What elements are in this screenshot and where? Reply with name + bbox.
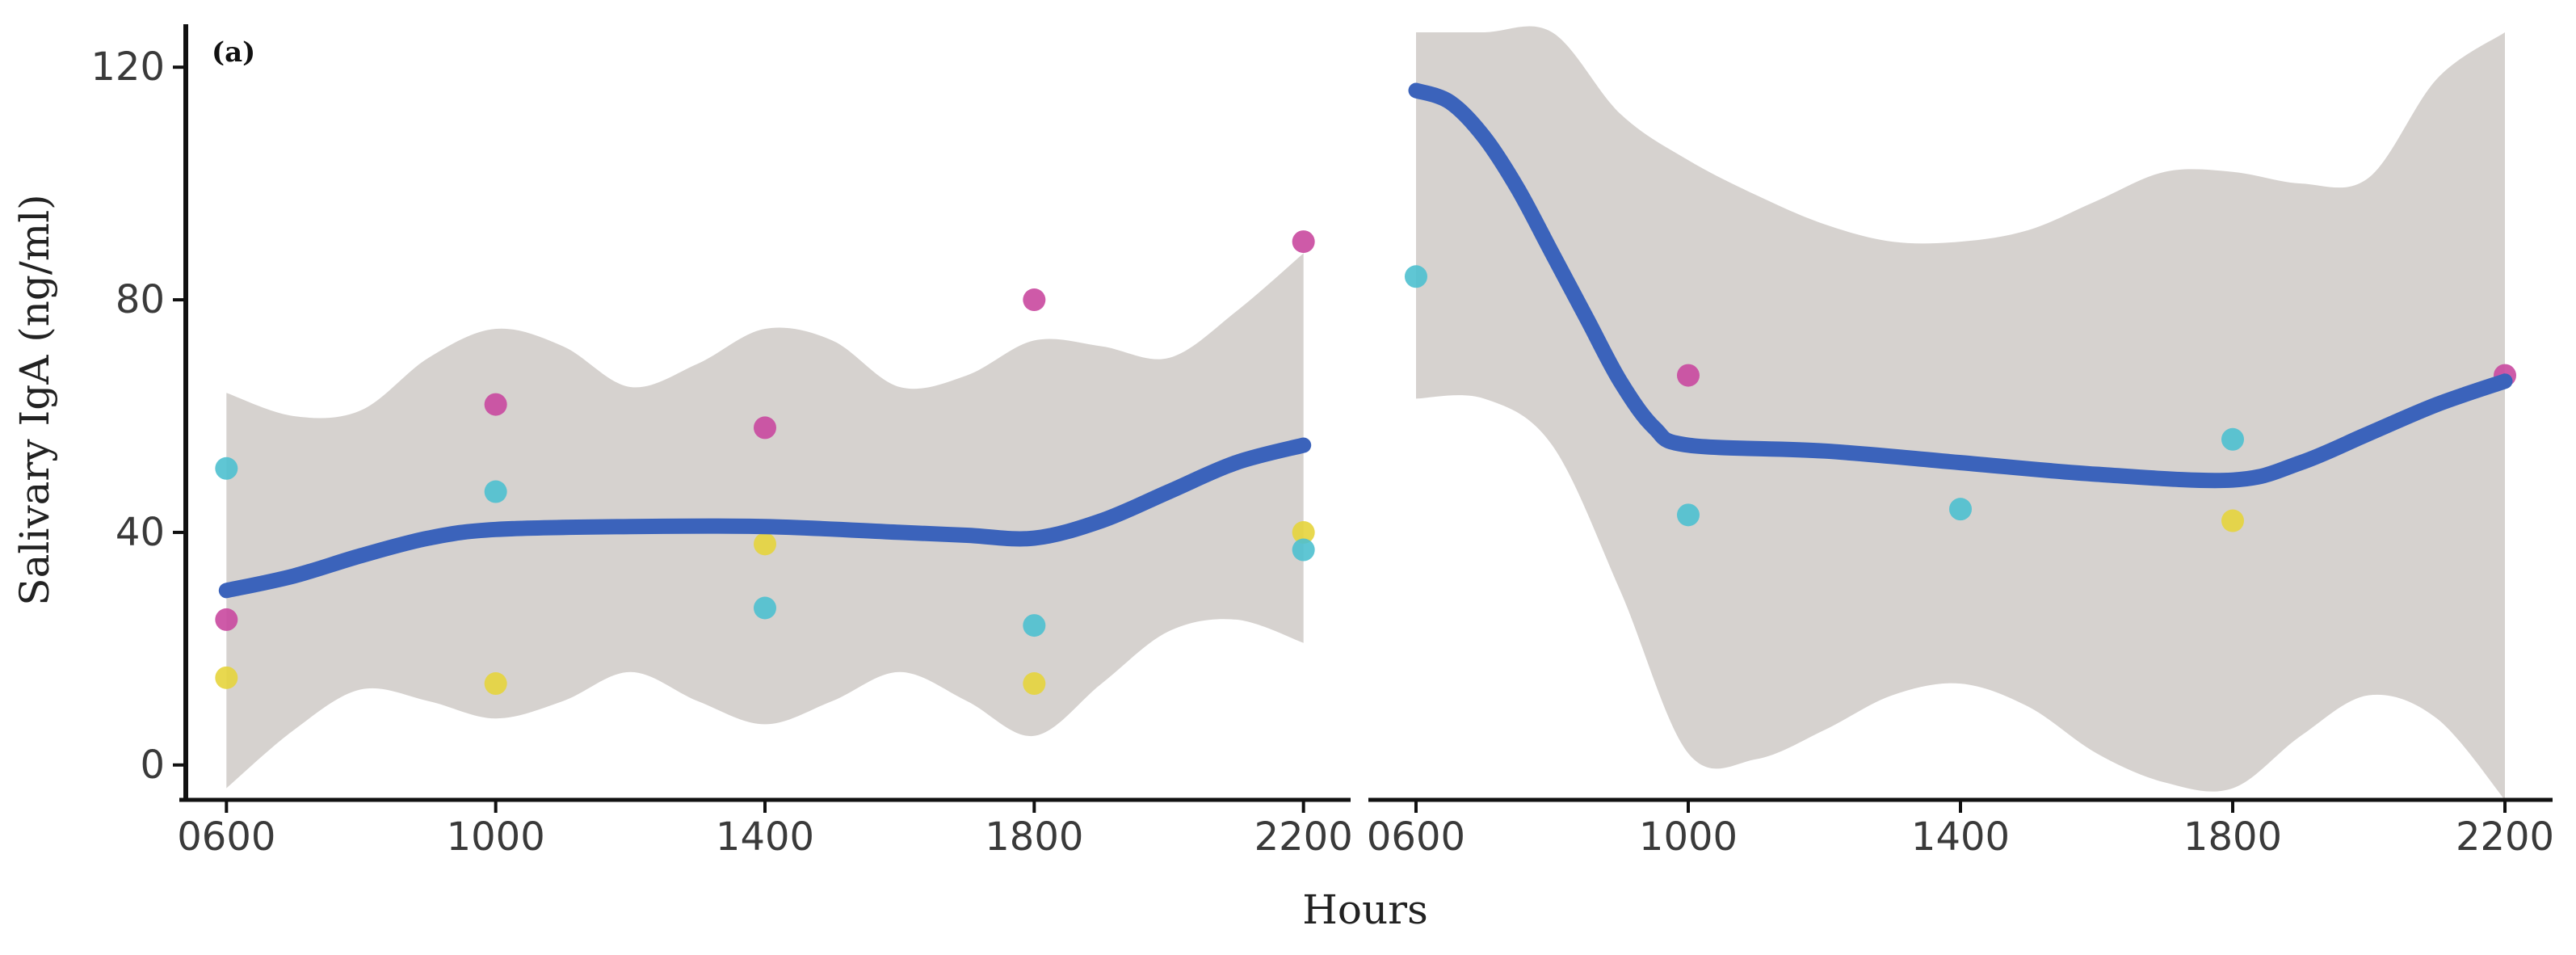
confidence-band-2 — [1416, 26, 2505, 800]
data-point-cyan — [2221, 427, 2245, 451]
data-point-magenta — [1292, 230, 1315, 254]
data-point-cyan — [1676, 503, 1700, 527]
y-tick-label: 120 — [90, 44, 165, 90]
x-tick-label: 1400 — [1911, 814, 2010, 860]
data-point-magenta — [1023, 288, 1046, 312]
data-point-magenta — [484, 393, 507, 416]
x-tick-label: 0600 — [177, 814, 275, 860]
x-tick-label: 1000 — [1639, 814, 1738, 860]
x-tick-label: 1000 — [447, 814, 545, 860]
left-panel: 0600 1000 1400 1800 2200 0 40 80 120 — [90, 24, 1353, 860]
data-point-cyan — [1404, 265, 1427, 288]
x-tick-label: 1800 — [985, 814, 1083, 860]
data-point-yellow — [2221, 509, 2245, 532]
trend-line-1 — [218, 437, 1312, 599]
data-point-yellow — [484, 672, 507, 696]
y-tick-label: 80 — [116, 277, 165, 322]
x-tick-label: 1400 — [716, 814, 814, 860]
y-axis-title: Salivary IgA (ng/ml) — [11, 194, 58, 605]
data-point-magenta — [754, 416, 776, 440]
data-point-cyan — [1292, 538, 1315, 562]
plot-area-1 — [215, 230, 1315, 789]
data-point-yellow — [215, 666, 238, 689]
data-point-cyan — [215, 456, 238, 480]
y-tick-label: 40 — [116, 510, 165, 555]
x-tick-label: 0600 — [1367, 814, 1465, 860]
data-point-yellow — [1023, 672, 1046, 696]
plot-area-2 — [1404, 26, 2517, 800]
x-tick-label: 2200 — [2456, 814, 2554, 860]
data-point-yellow — [1292, 520, 1315, 544]
data-point-yellow — [754, 532, 776, 556]
data-point-cyan — [484, 480, 507, 503]
x-axis-title: Hours — [1302, 886, 1427, 933]
x-tick-label: 1800 — [2183, 814, 2282, 860]
trend-line-2 — [1408, 82, 2513, 489]
y-tick-label: 0 — [140, 743, 165, 788]
data-point-cyan — [1023, 614, 1046, 637]
data-point-magenta — [215, 608, 238, 631]
data-point-magenta — [1676, 364, 1700, 387]
data-point-cyan — [1949, 498, 1972, 521]
right-panel: 0600 1000 1400 1800 2200 — [1367, 26, 2554, 860]
panel-label: (a) — [212, 36, 255, 69]
x-tick-label: 2200 — [1254, 814, 1353, 860]
data-point-cyan — [754, 596, 776, 620]
